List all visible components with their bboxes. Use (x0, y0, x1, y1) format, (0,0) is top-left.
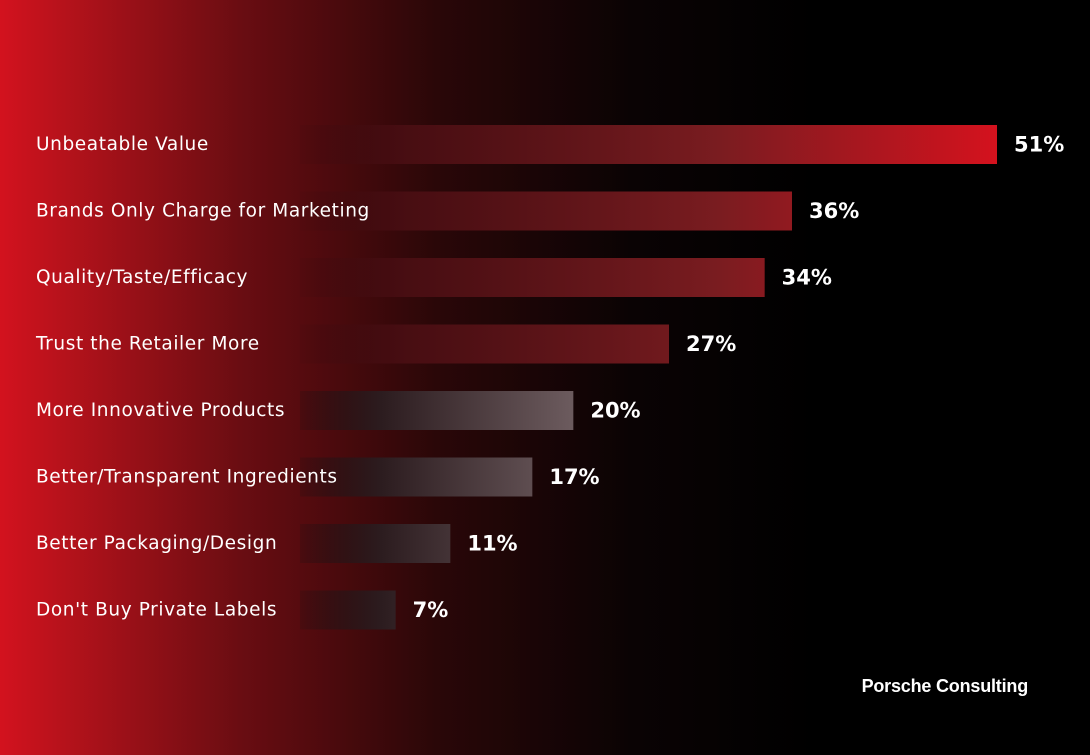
bar-5 (300, 457, 533, 497)
category-label: Brands Only Charge for Marketing (36, 201, 370, 222)
value-label: 20% (590, 399, 640, 423)
category-label: Unbeatable Value (36, 134, 209, 155)
bar-0 (300, 125, 997, 164)
value-label: 7% (413, 598, 449, 622)
category-label: More Innovative Products (36, 400, 285, 421)
value-label: 27% (686, 332, 736, 356)
bar-7 (300, 590, 396, 630)
value-label: 51% (1014, 133, 1064, 157)
value-label: 36% (809, 199, 859, 223)
value-label: 11% (467, 532, 517, 556)
category-label: Trust the Retailer More (35, 334, 260, 355)
bar-2 (300, 258, 765, 297)
category-label: Quality/Taste/Efficacy (36, 267, 248, 288)
bar-1 (300, 191, 792, 231)
brand-logo-text: Porsche Consulting (861, 676, 1029, 696)
value-label: 34% (782, 266, 832, 290)
category-label: Don't Buy Private Labels (36, 600, 277, 621)
category-label: Better/Transparent Ingredients (36, 467, 338, 488)
bar-6 (300, 524, 451, 563)
bar-3 (300, 324, 669, 364)
value-label: 17% (549, 465, 599, 489)
category-label: Better Packaging/Design (36, 533, 277, 554)
bars-layer: Unbeatable Value 51% Brands Only Charge fo… (35, 125, 1064, 630)
bar-4 (300, 391, 574, 430)
